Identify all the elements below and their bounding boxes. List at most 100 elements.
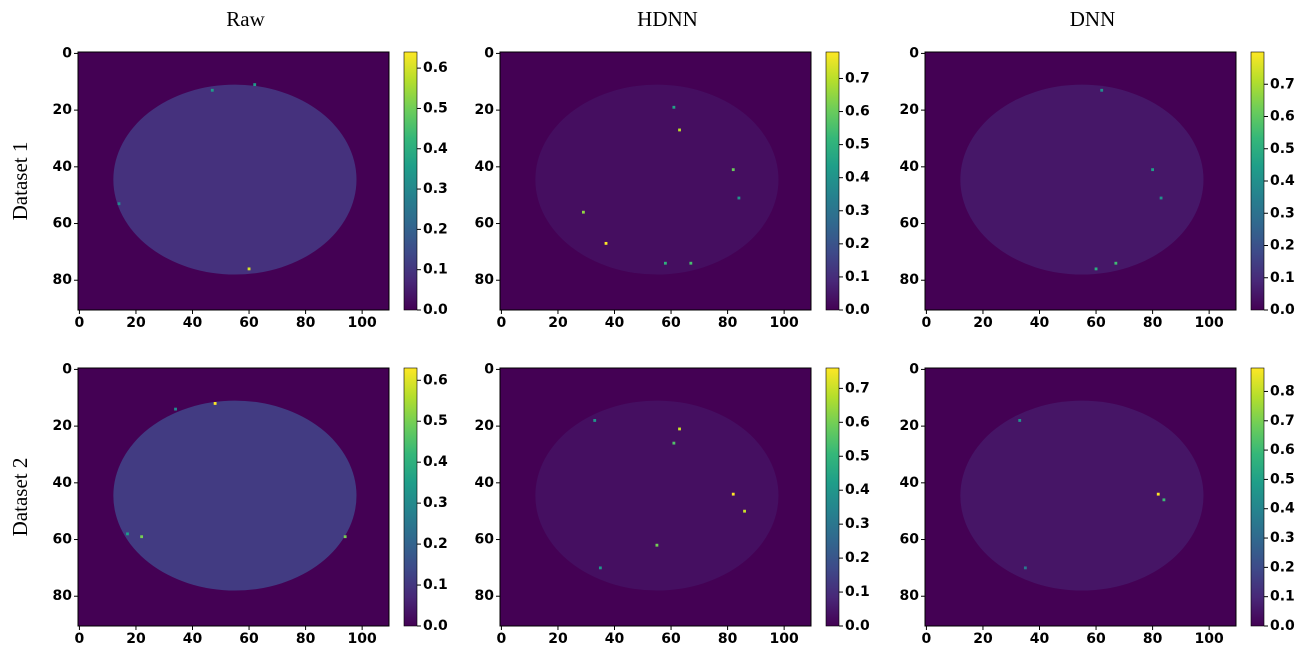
colorbar-tick-label: 0.2	[845, 550, 870, 566]
x-tick-label: 80	[718, 315, 738, 331]
x-tick-label: 0	[497, 631, 507, 643]
cell	[731, 492, 735, 496]
colorbar-tick-label: 0.4	[1270, 173, 1295, 189]
colorbar-tick-label: 0.0	[423, 618, 448, 634]
y-tick-label: 40	[475, 159, 495, 175]
cell	[731, 168, 735, 172]
y-tick-label: 40	[900, 159, 920, 175]
colorbar-tick-label: 0.4	[423, 141, 448, 157]
row-label: Dataset 2	[8, 458, 32, 537]
colorbar-tick-label: 0.0	[845, 302, 870, 318]
colorbar-tick-label: 0.6	[423, 372, 448, 388]
region-cells	[960, 84, 1204, 275]
y-tick-label: 80	[900, 588, 920, 604]
x-tick-label: 60	[661, 631, 681, 643]
colorbar-tick-label: 0.7	[845, 70, 870, 86]
colorbar-tick-label: 0.1	[845, 584, 870, 600]
colorbar-tick-label: 0.6	[845, 414, 870, 430]
colorbar-tick-label: 0.0	[845, 618, 870, 634]
x-tick-label: 100	[770, 315, 799, 331]
colorbar	[403, 367, 418, 627]
y-tick-label: 0	[909, 361, 919, 377]
column-title: Raw	[226, 7, 265, 31]
x-tick-label: 20	[126, 315, 146, 331]
cell	[343, 535, 347, 539]
colorbar-tick-label: 0.3	[845, 516, 870, 532]
colorbar-tick-label: 0.0	[1270, 302, 1295, 318]
x-tick-label: 20	[548, 315, 568, 331]
x-tick-label: 0	[75, 631, 85, 643]
x-tick-label: 100	[348, 631, 377, 643]
y-tick-label: 80	[53, 588, 73, 604]
colorbar-tick-label: 0.3	[423, 181, 448, 197]
colorbar-tick-label: 0.2	[423, 221, 448, 237]
colorbar-tick-label: 0.1	[1270, 589, 1295, 605]
x-tick-label: 100	[1195, 631, 1224, 643]
x-tick-label: 60	[239, 631, 259, 643]
colorbar-tick-label: 0.5	[845, 448, 870, 464]
cell	[117, 202, 121, 206]
x-tick-label: 60	[661, 315, 681, 331]
colorbar-tick-label: 0.6	[423, 60, 448, 76]
cell	[1151, 168, 1155, 172]
column-title: DNN	[1070, 7, 1116, 31]
colorbar-tick-label: 0.3	[1270, 530, 1295, 546]
cell	[678, 128, 681, 132]
y-tick-label: 40	[53, 475, 73, 491]
x-tick-label: 80	[1143, 315, 1163, 331]
x-tick-label: 40	[605, 315, 625, 331]
colorbar-tick-label: 0.2	[1270, 238, 1295, 254]
cell	[655, 543, 659, 547]
axes-frame	[924, 51, 1237, 311]
colorbar-tick-label: 0.6	[1270, 109, 1295, 125]
colorbar	[825, 51, 840, 311]
region-cells	[960, 400, 1204, 591]
y-tick-label: 40	[475, 475, 495, 491]
colorbar	[825, 367, 840, 627]
colorbar-tick-label: 0.3	[423, 495, 448, 511]
y-tick-label: 60	[900, 216, 920, 232]
y-tick-label: 20	[53, 102, 73, 118]
y-tick-label: 0	[484, 361, 494, 377]
y-tick-label: 60	[53, 532, 73, 548]
region-cells	[535, 400, 779, 591]
y-tick-label: 0	[62, 45, 72, 61]
colorbar-tick-label: 0.5	[1270, 141, 1295, 157]
colorbar-tick-label: 0.1	[845, 269, 870, 285]
x-tick-label: 80	[718, 631, 738, 643]
x-tick-label: 0	[922, 315, 932, 331]
colorbar	[403, 51, 418, 311]
colorbar-tick-label: 0.2	[845, 236, 870, 252]
cell	[678, 427, 681, 431]
region-cells	[535, 84, 779, 275]
axes-frame	[77, 367, 390, 627]
x-tick-label: 0	[75, 315, 85, 331]
cell	[126, 532, 129, 536]
y-tick-label: 20	[53, 418, 73, 434]
colorbar	[1250, 367, 1265, 627]
axes-frame	[77, 51, 390, 311]
y-tick-label: 60	[475, 216, 495, 232]
colorbar-tick-label: 0.1	[423, 262, 448, 278]
cell	[1114, 261, 1118, 265]
y-tick-label: 60	[53, 216, 73, 232]
colorbar-tick-label: 0.3	[1270, 205, 1295, 221]
axes-frame	[499, 51, 812, 311]
x-tick-label: 80	[1143, 631, 1163, 643]
axes-frame	[499, 367, 812, 627]
colorbar-tick-label: 0.4	[1270, 501, 1295, 517]
colorbar	[1250, 51, 1265, 311]
x-tick-label: 100	[770, 631, 799, 643]
x-tick-label: 40	[183, 631, 203, 643]
x-tick-label: 100	[348, 315, 377, 331]
y-tick-label: 0	[484, 45, 494, 61]
colorbar-tick-label: 0.0	[1270, 618, 1295, 634]
y-tick-label: 0	[62, 361, 72, 377]
cell	[593, 419, 597, 422]
cell	[247, 267, 251, 271]
colorbar-tick-label: 0.7	[1270, 413, 1295, 429]
colorbar-tick-label: 0.6	[1270, 442, 1295, 458]
x-tick-label: 0	[922, 631, 932, 643]
y-tick-label: 40	[900, 475, 920, 491]
